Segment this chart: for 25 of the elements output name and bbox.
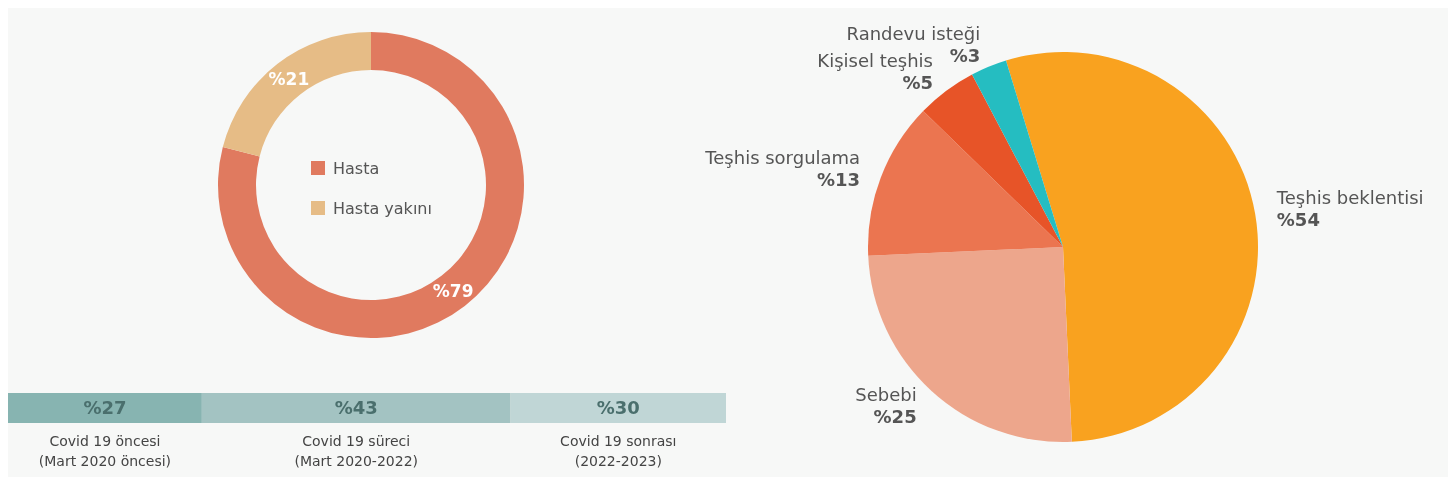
series-label: Covid 19 süreci (Mart 2020-2022) — [293, 432, 419, 471]
data-label: %21 — [268, 69, 310, 90]
pie-slice — [972, 60, 1063, 247]
data-label: %30 — [596, 397, 640, 419]
slice-label: Teşhis beklentisi — [1275, 187, 1424, 209]
data-label: %79 — [432, 280, 474, 301]
data-label: %3 — [949, 45, 981, 67]
pie-slice — [1005, 52, 1258, 442]
slice-label: Teşhis sorgulama — [704, 146, 861, 168]
donut-slice — [222, 32, 371, 157]
series-label: Covid 19 sonrası (2022-2023) — [559, 432, 678, 471]
data-label: %27 — [83, 397, 127, 419]
series-label: Covid 19 öncesi (Mart 2020 öncesi) — [37, 432, 173, 471]
data-label: %5 — [902, 72, 934, 94]
slice-label: Sebebi — [855, 384, 917, 406]
pie-slice — [868, 111, 1063, 256]
slice-label: Randevu isteği — [846, 23, 981, 45]
data-label: %54 — [1276, 209, 1320, 231]
slice-label: Kişisel teşhis — [817, 50, 934, 72]
legend-label: Hasta yakını — [333, 198, 432, 218]
donut-slice — [218, 32, 524, 338]
data-label: %13 — [817, 168, 861, 190]
data-label: %25 — [873, 406, 917, 428]
legend-label: Hasta — [333, 158, 380, 178]
data-label: %43 — [334, 397, 378, 419]
